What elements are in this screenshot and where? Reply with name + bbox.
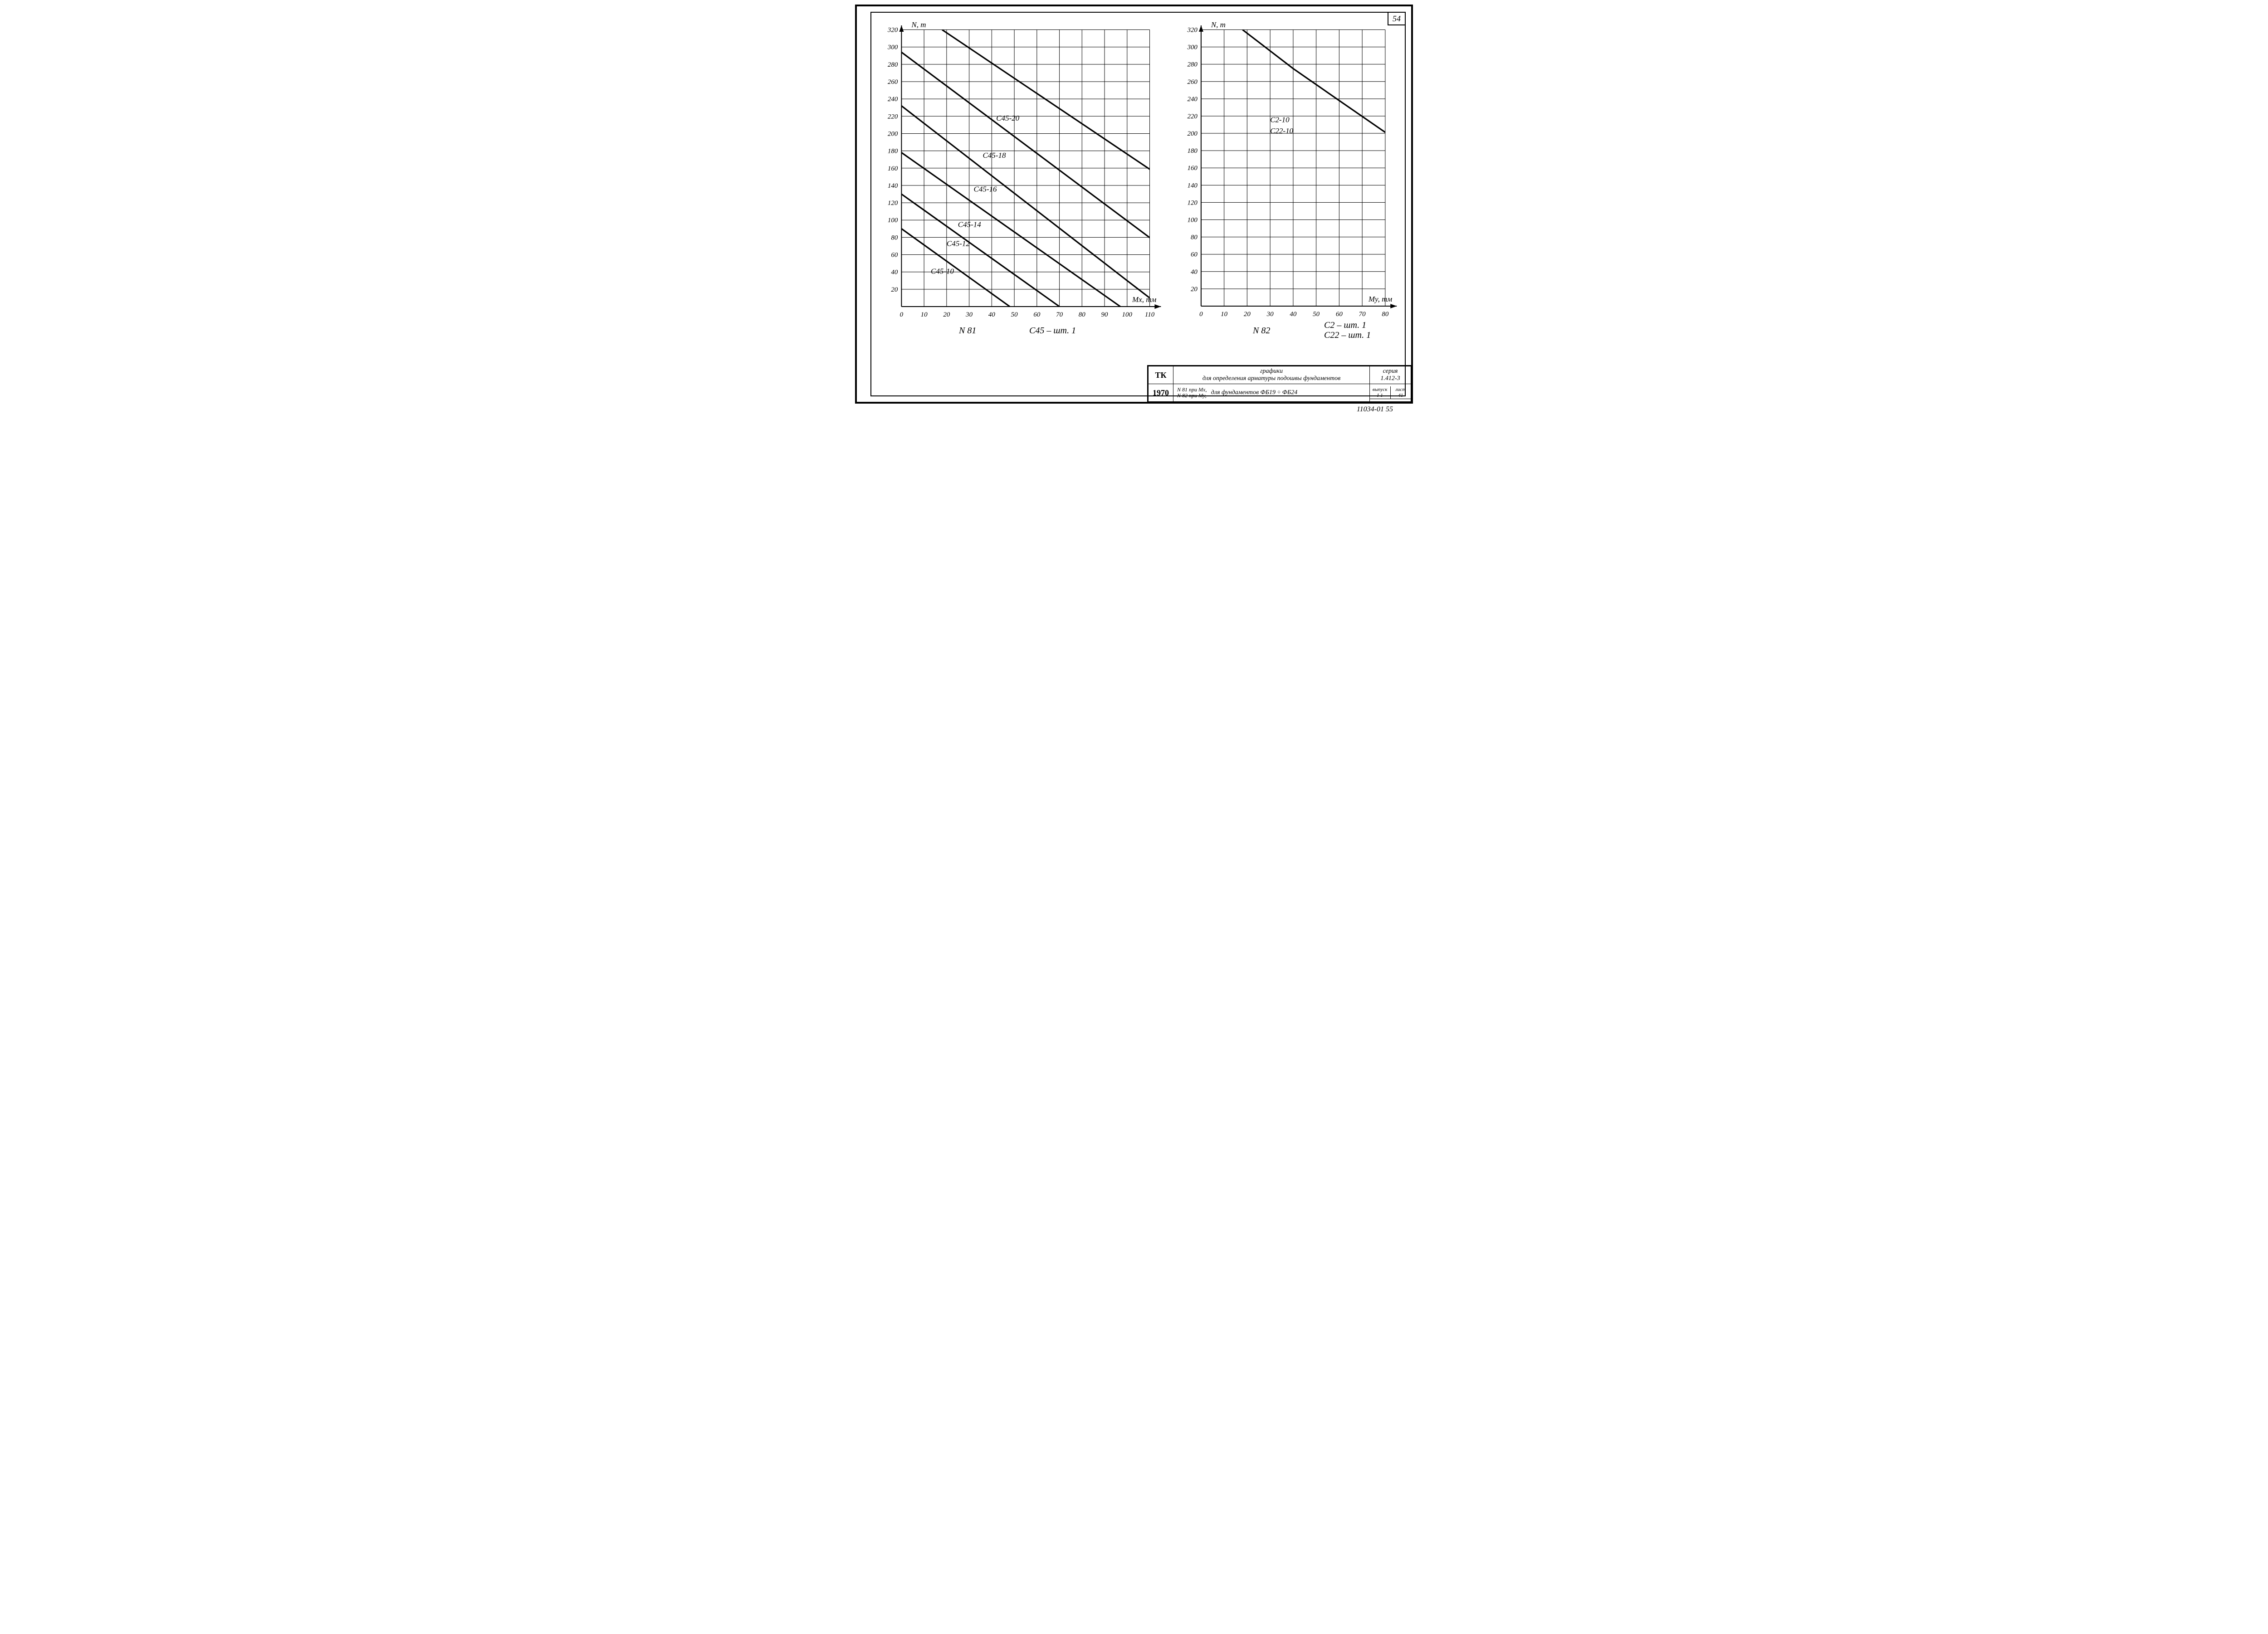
svg-text:40: 40 xyxy=(1191,268,1198,276)
svg-text:50: 50 xyxy=(1011,311,1018,318)
tk-cell: ТК xyxy=(1149,366,1173,384)
title-main-row2: N 81 при Mx, N 82 при My, для фундаменто… xyxy=(1173,384,1370,402)
svg-text:My, тм: My, тм xyxy=(1368,295,1392,303)
svg-text:100: 100 xyxy=(888,217,898,224)
chart-left-caption-text: C45 – шт. 1 xyxy=(1029,326,1076,336)
svg-text:70: 70 xyxy=(1359,311,1365,318)
title-row1-bottom: для определения арматуры подошвы фундаме… xyxy=(1202,375,1340,382)
svg-text:140: 140 xyxy=(1187,182,1198,189)
chart-left-caption-id: N 81 xyxy=(959,326,976,336)
chart-left: 0 10 20 30 40 50 60 70 80 90 100 110 20 40 60 80 100 120 1… xyxy=(870,12,1170,338)
svg-text:240: 240 xyxy=(1187,96,1198,103)
svg-text:240: 240 xyxy=(888,96,898,103)
svg-text:280: 280 xyxy=(1187,61,1198,68)
seria-value: 1.412-3 xyxy=(1380,375,1400,382)
svg-text:0: 0 xyxy=(1199,311,1203,318)
svg-text:60: 60 xyxy=(1336,311,1343,318)
svg-text:90: 90 xyxy=(1101,311,1109,318)
svg-text:160: 160 xyxy=(888,165,898,172)
svg-text:80: 80 xyxy=(1382,311,1388,318)
svg-text:C45-14: C45-14 xyxy=(958,220,982,229)
svg-text:160: 160 xyxy=(1187,165,1198,172)
svg-text:300: 300 xyxy=(887,44,898,51)
chart-left-wrap: 0 10 20 30 40 50 60 70 80 90 100 110 20 40 60 80 100 120 1… xyxy=(870,12,1170,338)
svg-text:280: 280 xyxy=(888,61,898,68)
title-main-row1: графики для определения арматуры подошвы… xyxy=(1173,366,1370,384)
svg-text:C45-20: C45-20 xyxy=(996,114,1020,122)
svg-text:320: 320 xyxy=(887,27,898,34)
list-value: 41 xyxy=(1398,393,1403,398)
svg-text:60: 60 xyxy=(891,252,898,259)
chart-right: 0 10 20 30 40 50 60 70 80 20 40 60 80 100 120 140 160 180… xyxy=(1170,12,1406,338)
svg-text:200: 200 xyxy=(888,130,898,137)
svg-text:C45-12: C45-12 xyxy=(947,239,970,248)
svg-text:50: 50 xyxy=(1313,311,1320,318)
svg-text:70: 70 xyxy=(1056,311,1063,318)
vypusk-label: выпуск xyxy=(1373,387,1388,392)
svg-text:30: 30 xyxy=(965,311,973,318)
svg-text:20: 20 xyxy=(1191,286,1198,293)
svg-text:120: 120 xyxy=(888,200,898,207)
title-block: ТК графики для определения арматуры подо… xyxy=(1147,365,1411,402)
svg-text:C2-10: C2-10 xyxy=(1270,115,1290,124)
svg-text:220: 220 xyxy=(1187,113,1198,120)
chart-right-caption-id: N 82 xyxy=(1253,326,1270,336)
svg-text:10: 10 xyxy=(1221,311,1227,318)
svg-text:80: 80 xyxy=(891,234,898,241)
svg-text:N, т: N, т xyxy=(1211,20,1226,29)
title-row1-top: графики xyxy=(1260,368,1283,375)
svg-text:60: 60 xyxy=(1033,311,1041,318)
svg-text:100: 100 xyxy=(1187,217,1198,224)
footer-code: 11034-01 55 xyxy=(1357,405,1393,414)
seria-label: серия xyxy=(1383,368,1398,375)
svg-text:C45-10: C45-10 xyxy=(931,267,954,276)
chart-right-caption-line1: C2 – шт. 1 xyxy=(1324,320,1366,331)
svg-text:40: 40 xyxy=(891,269,898,276)
svg-text:80: 80 xyxy=(1191,234,1198,241)
svg-text:300: 300 xyxy=(1187,44,1198,51)
charts-row: 0102030405060708090100110204060801001201… xyxy=(870,12,1406,338)
row2-left-bottom: N 82 при My, xyxy=(1177,392,1207,399)
svg-text:120: 120 xyxy=(1187,199,1198,206)
title-block-table: ТК графики для определения арматуры подо… xyxy=(1148,366,1411,402)
seria-cell: серия 1.412-3 xyxy=(1370,366,1411,384)
vypusk-value: I-1 xyxy=(1377,393,1383,398)
svg-text:180: 180 xyxy=(1187,147,1198,155)
svg-text:110: 110 xyxy=(1145,311,1155,318)
svg-text:60: 60 xyxy=(1191,251,1198,259)
svg-text:30: 30 xyxy=(1266,311,1273,318)
svg-text:20: 20 xyxy=(891,286,898,293)
chart-right-wrap: 0 10 20 30 40 50 60 70 80 20 40 60 80 100 120 140 160 180… xyxy=(1170,12,1406,338)
year-cell: 1970 xyxy=(1149,384,1173,402)
svg-text:N, т: N, т xyxy=(911,20,926,29)
row2-right: для фундаментов ФБ19 ÷ ФБ24 xyxy=(1211,389,1297,396)
svg-text:Mx, тм: Mx, тм xyxy=(1132,295,1156,304)
chart-right-caption-line2: C22 – шт. 1 xyxy=(1324,330,1371,341)
svg-text:40: 40 xyxy=(1290,311,1296,318)
list-label: лист xyxy=(1395,387,1406,392)
svg-text:0: 0 xyxy=(900,311,904,318)
svg-text:100: 100 xyxy=(1122,311,1133,318)
svg-text:C22-10: C22-10 xyxy=(1270,127,1293,135)
vypusk-list-cell: выпуск I-1 лист 41 xyxy=(1370,384,1411,402)
svg-text:260: 260 xyxy=(1187,78,1198,86)
svg-text:C45-16: C45-16 xyxy=(974,185,997,193)
svg-text:180: 180 xyxy=(888,148,898,155)
svg-text:140: 140 xyxy=(888,182,898,190)
svg-text:80: 80 xyxy=(1079,311,1086,318)
svg-text:40: 40 xyxy=(988,311,996,318)
svg-text:10: 10 xyxy=(921,311,928,318)
svg-text:20: 20 xyxy=(943,311,950,318)
svg-text:200: 200 xyxy=(1187,130,1198,137)
svg-text:260: 260 xyxy=(888,78,898,86)
svg-text:220: 220 xyxy=(888,113,898,120)
svg-text:320: 320 xyxy=(1187,26,1198,34)
svg-text:C45-18: C45-18 xyxy=(982,151,1006,160)
svg-text:20: 20 xyxy=(1244,311,1251,318)
drawing-sheet: 54 0102030405060708090100110204060801001… xyxy=(855,5,1413,404)
